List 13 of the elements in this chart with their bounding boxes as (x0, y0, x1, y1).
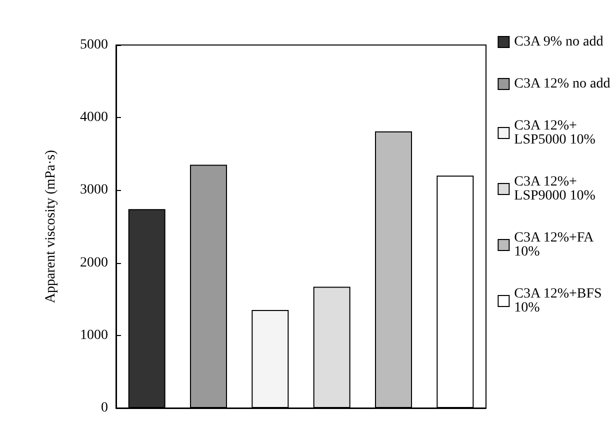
legend-label: C3A 12%+BFS 10% (514, 286, 606, 316)
y-tick-label: 5000 (80, 38, 108, 52)
legend-label: C3A 12% no add (514, 76, 610, 92)
y-axis-title: Apparent viscosity (mPa·s) (44, 150, 58, 304)
legend-label: C3A 9% no add (514, 34, 604, 50)
legend-label: C3A 12%+ LSP9000 10% (514, 174, 596, 204)
y-tick-label: 4000 (80, 110, 108, 126)
y-tick-label: 2000 (80, 255, 108, 270)
legend-label: C3A 12%+ LSP5000 10% (514, 118, 596, 148)
legend-label: C3A 12%+FA 10% (514, 230, 597, 260)
y-tick-label: 0 (101, 400, 108, 416)
y-tick-label: 1000 (80, 328, 108, 343)
y-tick-label: 3000 (80, 182, 108, 198)
